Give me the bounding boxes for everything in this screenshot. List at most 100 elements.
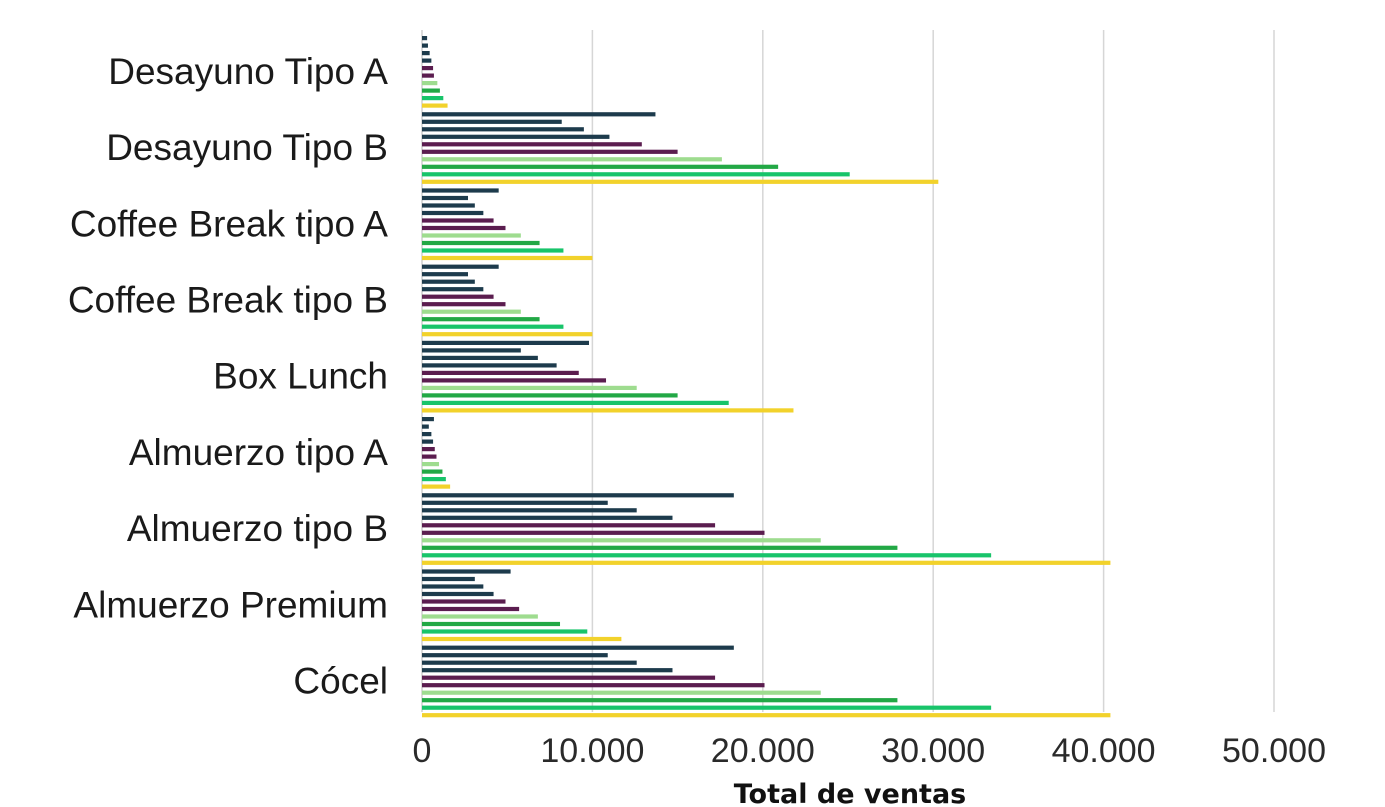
bar bbox=[422, 439, 434, 444]
bar bbox=[422, 248, 564, 253]
category-label: Almuerzo Premium bbox=[73, 584, 388, 625]
x-tick-label: 10.000 bbox=[540, 732, 644, 770]
bar bbox=[422, 493, 734, 498]
bar bbox=[422, 88, 440, 93]
bar bbox=[422, 43, 428, 48]
bar bbox=[422, 636, 622, 642]
bar bbox=[422, 302, 506, 307]
bar bbox=[422, 81, 438, 86]
bar bbox=[422, 73, 434, 78]
bar bbox=[422, 584, 484, 589]
bar bbox=[422, 378, 607, 383]
bar bbox=[422, 127, 584, 132]
bar bbox=[422, 629, 588, 634]
category-label: Cócel bbox=[293, 660, 388, 701]
category-label: Coffee Break tipo B bbox=[68, 279, 388, 320]
bars bbox=[422, 36, 1111, 718]
bar bbox=[422, 705, 992, 710]
bar bbox=[422, 515, 673, 520]
bar bbox=[422, 462, 440, 467]
bar bbox=[422, 51, 430, 56]
bar bbox=[422, 363, 557, 368]
bar bbox=[422, 614, 538, 619]
bar bbox=[422, 240, 540, 246]
bar bbox=[422, 355, 538, 360]
bar bbox=[422, 218, 494, 223]
bar bbox=[422, 203, 475, 208]
bar bbox=[422, 157, 722, 162]
x-tick-label: 30.000 bbox=[881, 732, 985, 770]
bar bbox=[422, 36, 428, 41]
bar bbox=[422, 179, 939, 184]
category-label: Almuerzo tipo B bbox=[127, 508, 388, 549]
x-tick-label: 0 bbox=[413, 732, 432, 770]
bar bbox=[422, 469, 443, 474]
bar bbox=[422, 172, 850, 177]
bar bbox=[422, 188, 499, 193]
bar bbox=[422, 324, 564, 329]
bar bbox=[422, 255, 593, 261]
bar bbox=[422, 545, 898, 550]
bar bbox=[422, 340, 589, 345]
bar bbox=[422, 523, 716, 528]
bar bbox=[422, 560, 1111, 565]
bar bbox=[422, 287, 484, 292]
bar bbox=[422, 653, 608, 658]
bar bbox=[422, 294, 494, 299]
category-label: Box Lunch bbox=[213, 356, 388, 397]
bar bbox=[422, 400, 729, 405]
bar bbox=[422, 484, 451, 489]
category-label: Almuerzo tipo A bbox=[129, 432, 388, 473]
bar bbox=[422, 591, 494, 597]
bar bbox=[422, 599, 506, 604]
bar bbox=[422, 432, 432, 437]
bar bbox=[422, 96, 444, 101]
bar bbox=[422, 417, 434, 422]
bar bbox=[422, 279, 475, 284]
bar bbox=[422, 690, 821, 695]
bar bbox=[422, 370, 579, 375]
bar bbox=[422, 477, 446, 482]
bar bbox=[422, 645, 734, 650]
bar bbox=[422, 621, 561, 627]
bar bbox=[422, 309, 521, 314]
bar bbox=[422, 576, 475, 582]
bar bbox=[422, 317, 540, 322]
bar bbox=[422, 454, 437, 459]
bar bbox=[422, 264, 499, 269]
bar bbox=[422, 348, 521, 353]
bar bbox=[422, 683, 765, 688]
bar bbox=[422, 272, 469, 277]
bar bbox=[422, 332, 593, 337]
x-tick-labels: 0 10.000 20.000 30.000 40.000 50.000 bbox=[413, 732, 1326, 770]
bar bbox=[422, 210, 484, 216]
bar bbox=[422, 149, 678, 154]
bar bbox=[422, 225, 506, 231]
bar bbox=[422, 675, 716, 680]
x-axis-title: Total de ventas bbox=[734, 779, 967, 807]
bar bbox=[422, 500, 608, 505]
bar bbox=[422, 393, 678, 398]
bar bbox=[422, 385, 637, 390]
bar bbox=[422, 530, 765, 535]
category-labels: Desayuno Tipo A Desayuno Tipo B Coffee Bre… bbox=[68, 51, 388, 702]
x-tick-label: 20.000 bbox=[711, 732, 815, 770]
bar bbox=[422, 103, 448, 108]
bar bbox=[422, 447, 435, 452]
x-tick-label: 50.000 bbox=[1222, 732, 1326, 770]
bar bbox=[422, 195, 469, 201]
bar bbox=[422, 660, 637, 665]
bar bbox=[422, 424, 429, 429]
category-label: Desayuno Tipo B bbox=[106, 127, 388, 168]
bar bbox=[422, 408, 794, 413]
bar bbox=[422, 606, 520, 612]
bar bbox=[422, 164, 779, 169]
bar bbox=[422, 134, 610, 139]
bar bbox=[422, 233, 521, 238]
bar bbox=[422, 713, 1111, 718]
bar bbox=[422, 142, 642, 147]
bar bbox=[422, 698, 898, 703]
x-tick-label: 40.000 bbox=[1052, 732, 1156, 770]
bar bbox=[422, 569, 511, 574]
